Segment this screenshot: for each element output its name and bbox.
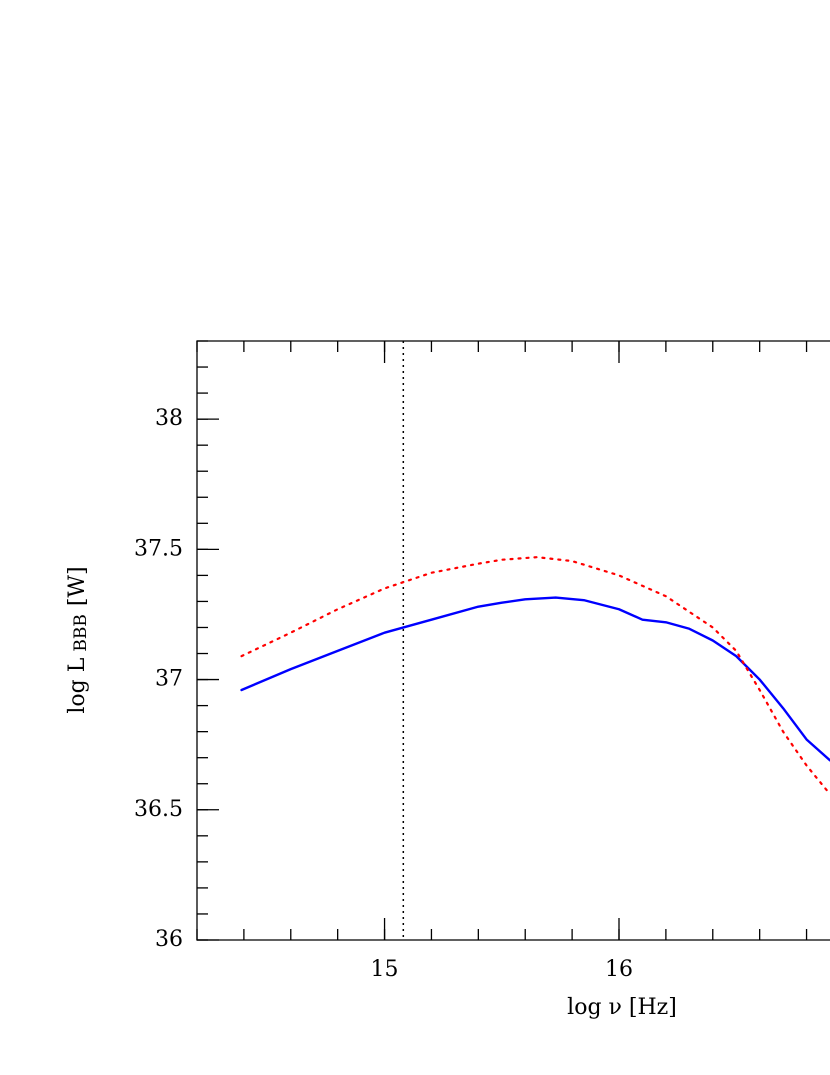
- x-tick-label: 16: [605, 957, 633, 982]
- y-label-unit: [W]: [65, 566, 90, 606]
- y-axis-label: log L BBB [W]: [65, 566, 91, 713]
- x-tick-label: 15: [371, 957, 399, 982]
- y-tick-label: 36: [155, 927, 183, 952]
- x-axis-label: log ν [Hz]: [567, 995, 677, 1020]
- y-label-sub: BBB: [71, 614, 91, 651]
- y-tick-label: 37.5: [134, 536, 183, 561]
- data-line: [240, 556, 830, 796]
- y-tick-label: 38: [155, 406, 183, 431]
- y-tick-label: 37: [155, 667, 183, 692]
- y-label-main: log L: [65, 657, 90, 713]
- y-tick-label: 36.5: [134, 797, 183, 822]
- plot-frame: [196, 340, 830, 941]
- data-line: [240, 596, 830, 762]
